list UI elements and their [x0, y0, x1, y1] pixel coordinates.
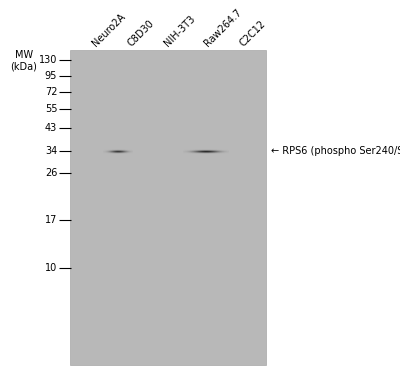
Text: Neuro2A: Neuro2A	[90, 12, 127, 48]
Text: 55: 55	[45, 105, 57, 114]
Text: 34: 34	[45, 147, 57, 156]
Text: 17: 17	[45, 215, 57, 224]
Bar	[70, 50, 266, 365]
Text: 10: 10	[45, 263, 57, 273]
Text: 72: 72	[45, 87, 57, 97]
Text: 43: 43	[45, 124, 57, 133]
Text: ← RPS6 (phospho Ser240/Ser244): ← RPS6 (phospho Ser240/Ser244)	[271, 147, 400, 156]
Text: C2C12: C2C12	[238, 19, 268, 48]
Text: 130: 130	[39, 56, 57, 65]
Text: NIH-3T3: NIH-3T3	[162, 13, 197, 48]
Text: C8D30: C8D30	[126, 18, 156, 48]
Text: Raw264.7: Raw264.7	[202, 7, 243, 48]
Text: 95: 95	[45, 71, 57, 81]
Text: MW
(kDa): MW (kDa)	[10, 50, 38, 72]
Text: 26: 26	[45, 168, 57, 177]
